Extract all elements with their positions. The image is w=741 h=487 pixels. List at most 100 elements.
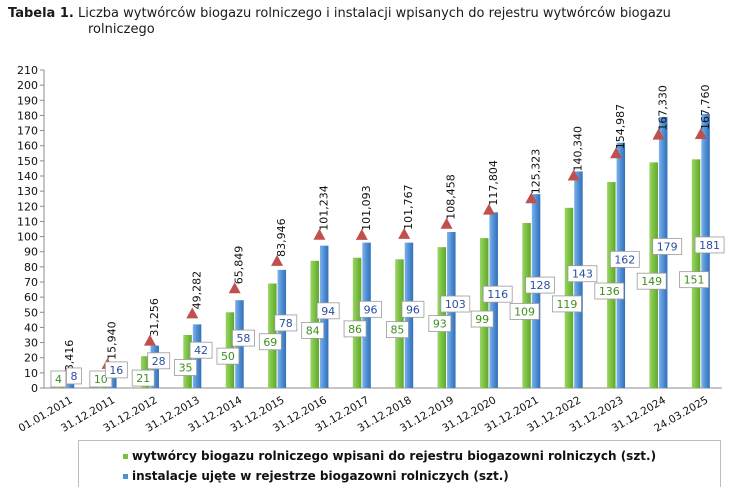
y-tick-label: 10 xyxy=(24,367,38,380)
capacity-label: 15,940 xyxy=(106,321,119,360)
y-tick-label: 150 xyxy=(17,155,38,168)
value-label-producers: 50 xyxy=(221,350,235,363)
legend-swatch-green xyxy=(123,454,128,459)
value-label-producers: 136 xyxy=(599,285,620,298)
value-label-installations: 103 xyxy=(445,298,466,311)
y-tick-label: 130 xyxy=(17,185,38,198)
y-tick-label: 200 xyxy=(17,79,38,92)
y-tick-label: 110 xyxy=(17,215,38,228)
y-tick-label: 100 xyxy=(17,231,38,244)
capacity-marker xyxy=(652,128,665,140)
capacity-label: 108,458 xyxy=(445,174,458,220)
capacity-marker xyxy=(228,282,241,294)
value-label-installations: 94 xyxy=(321,305,335,318)
value-label-producers-box xyxy=(594,282,625,300)
value-label-installations-box xyxy=(232,329,255,347)
value-label-producers: 85 xyxy=(390,324,404,337)
chart-title: Tabela 1. Liczba wytwórców biogazu rolni… xyxy=(8,6,736,38)
value-label-producers-box xyxy=(470,310,494,328)
capacity-label: 49,282 xyxy=(190,271,203,310)
value-label-producers-box xyxy=(636,272,667,290)
value-label-installations-box xyxy=(66,367,82,385)
value-label-installations-box xyxy=(401,300,425,318)
y-tick-label: 80 xyxy=(24,261,38,274)
capacity-marker xyxy=(482,203,495,215)
title-text-line1: Liczba wytwórców biogazu rolniczego i in… xyxy=(77,6,671,21)
y-tick-label: 180 xyxy=(17,109,38,122)
legend-swatch-blue xyxy=(123,474,128,479)
capacity-label: 167,760 xyxy=(699,84,712,130)
value-label-installations: 179 xyxy=(657,240,678,253)
capacity-label: 140,340 xyxy=(572,126,585,172)
value-label-installations: 8 xyxy=(70,370,77,383)
capacity-marker xyxy=(313,228,326,240)
value-label-installations: 162 xyxy=(614,253,635,266)
value-label-installations: 181 xyxy=(699,239,720,252)
value-label-producers: 69 xyxy=(263,336,277,349)
legend-item-installations: instalacje ujęte w rejestrze biogazowni … xyxy=(123,469,509,483)
y-tick-label: 60 xyxy=(24,291,38,304)
value-label-producers-box xyxy=(343,320,367,338)
value-label-installations-box xyxy=(482,285,513,303)
legend-label-producers: wytwórcy biogazu rolniczego wpisani do r… xyxy=(132,449,657,463)
y-tick-label: 50 xyxy=(24,306,38,319)
value-label-installations-box xyxy=(274,314,298,332)
value-label-installations-box xyxy=(189,341,213,359)
value-label-producers: 99 xyxy=(475,313,489,326)
capacity-label: 154,987 xyxy=(614,104,627,150)
value-label-producers-box xyxy=(258,333,282,351)
legend: wytwórcy biogazu rolniczego wpisani do r… xyxy=(78,440,721,487)
value-label-producers: 21 xyxy=(136,372,150,385)
value-label-producers-box xyxy=(174,359,197,376)
capacity-marker xyxy=(271,254,284,266)
value-label-installations-box xyxy=(652,238,683,255)
capacity-label: 31,256 xyxy=(148,298,161,337)
capacity-marker xyxy=(440,217,453,229)
value-label-producers: 86 xyxy=(348,323,362,336)
value-label-producers-box xyxy=(428,315,452,332)
capacity-label: 8,416 xyxy=(63,340,76,372)
value-label-installations-box xyxy=(694,236,725,254)
capacity-label: 167,330 xyxy=(656,85,669,131)
capacity-label: 83,946 xyxy=(275,218,288,257)
value-label-producers: 35 xyxy=(179,362,193,375)
value-label-producers: 149 xyxy=(641,275,662,288)
value-label-producers-box xyxy=(552,295,582,313)
value-label-installations-box xyxy=(104,361,128,379)
value-label-installations-box xyxy=(525,276,555,294)
value-label-installations: 58 xyxy=(236,332,250,345)
y-tick-label: 160 xyxy=(17,140,38,153)
value-label-producers-box xyxy=(131,369,155,387)
capacity-label: 125,323 xyxy=(529,149,542,195)
value-label-installations: 28 xyxy=(152,355,166,368)
y-tick-label: 140 xyxy=(17,170,38,183)
capacity-label: 101,234 xyxy=(317,185,330,231)
capacity-marker xyxy=(567,169,580,181)
value-label-installations-box xyxy=(440,295,471,313)
value-label-installations-box xyxy=(609,250,640,268)
capacity-label: 65,849 xyxy=(233,246,246,285)
capacity-marker xyxy=(610,147,623,159)
y-tick-label: 190 xyxy=(17,94,38,107)
value-label-installations: 96 xyxy=(364,303,378,316)
y-tick-label: 210 xyxy=(17,64,38,77)
bar-chart: 0 10 20 30 40 50 60 70 80 90 100 110 120 130 140 150 160… xyxy=(17,64,725,435)
value-label-producers-box xyxy=(386,321,409,339)
capacity-marker xyxy=(143,334,156,346)
capacity-label: 117,804 xyxy=(487,160,500,206)
value-label-installations-box xyxy=(567,265,598,283)
value-label-installations-box xyxy=(316,302,340,320)
value-label-producers: 109 xyxy=(514,305,535,318)
value-label-producers: 84 xyxy=(306,324,320,337)
capacity-marker xyxy=(525,192,538,204)
y-tick-label: 0 xyxy=(31,382,38,395)
value-label-installations: 143 xyxy=(572,268,593,281)
capacity-label: 101,767 xyxy=(402,184,415,230)
capacity-marker xyxy=(355,228,368,240)
y-tick-label: 70 xyxy=(24,276,38,289)
value-label-installations: 116 xyxy=(487,288,508,301)
value-label-installations: 96 xyxy=(406,303,420,316)
value-label-producers: 93 xyxy=(433,318,447,331)
legend-label-installations: instalacje ujęte w rejestrze biogazowni … xyxy=(132,469,509,483)
y-tick-label: 170 xyxy=(17,125,38,138)
